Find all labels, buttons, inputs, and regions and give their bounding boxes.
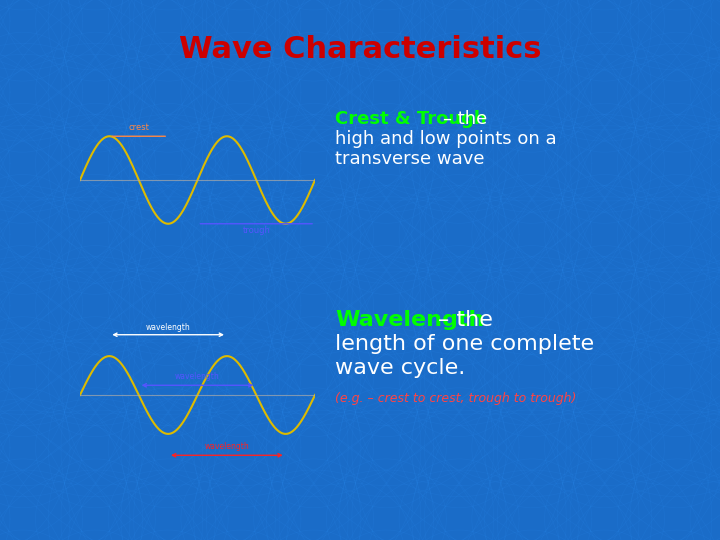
Text: Wave Characteristics: Wave Characteristics (179, 35, 541, 64)
Text: – the: – the (438, 310, 493, 330)
Text: – the: – the (443, 110, 487, 128)
Text: transverse wave: transverse wave (335, 150, 485, 168)
Text: wave cycle.: wave cycle. (335, 358, 465, 378)
Text: (e.g. – crest to crest, trough to trough): (e.g. – crest to crest, trough to trough… (335, 392, 577, 405)
Text: high and low points on a: high and low points on a (335, 130, 557, 148)
Text: trough: trough (243, 226, 270, 235)
Text: crest: crest (128, 123, 149, 132)
Text: Crest & Trough: Crest & Trough (335, 110, 487, 128)
Text: wavelength: wavelength (145, 323, 191, 332)
Text: wavelength: wavelength (204, 442, 249, 451)
Text: length of one complete: length of one complete (335, 334, 594, 354)
Text: Wavelength: Wavelength (335, 310, 485, 330)
Text: wavelength: wavelength (175, 373, 220, 381)
